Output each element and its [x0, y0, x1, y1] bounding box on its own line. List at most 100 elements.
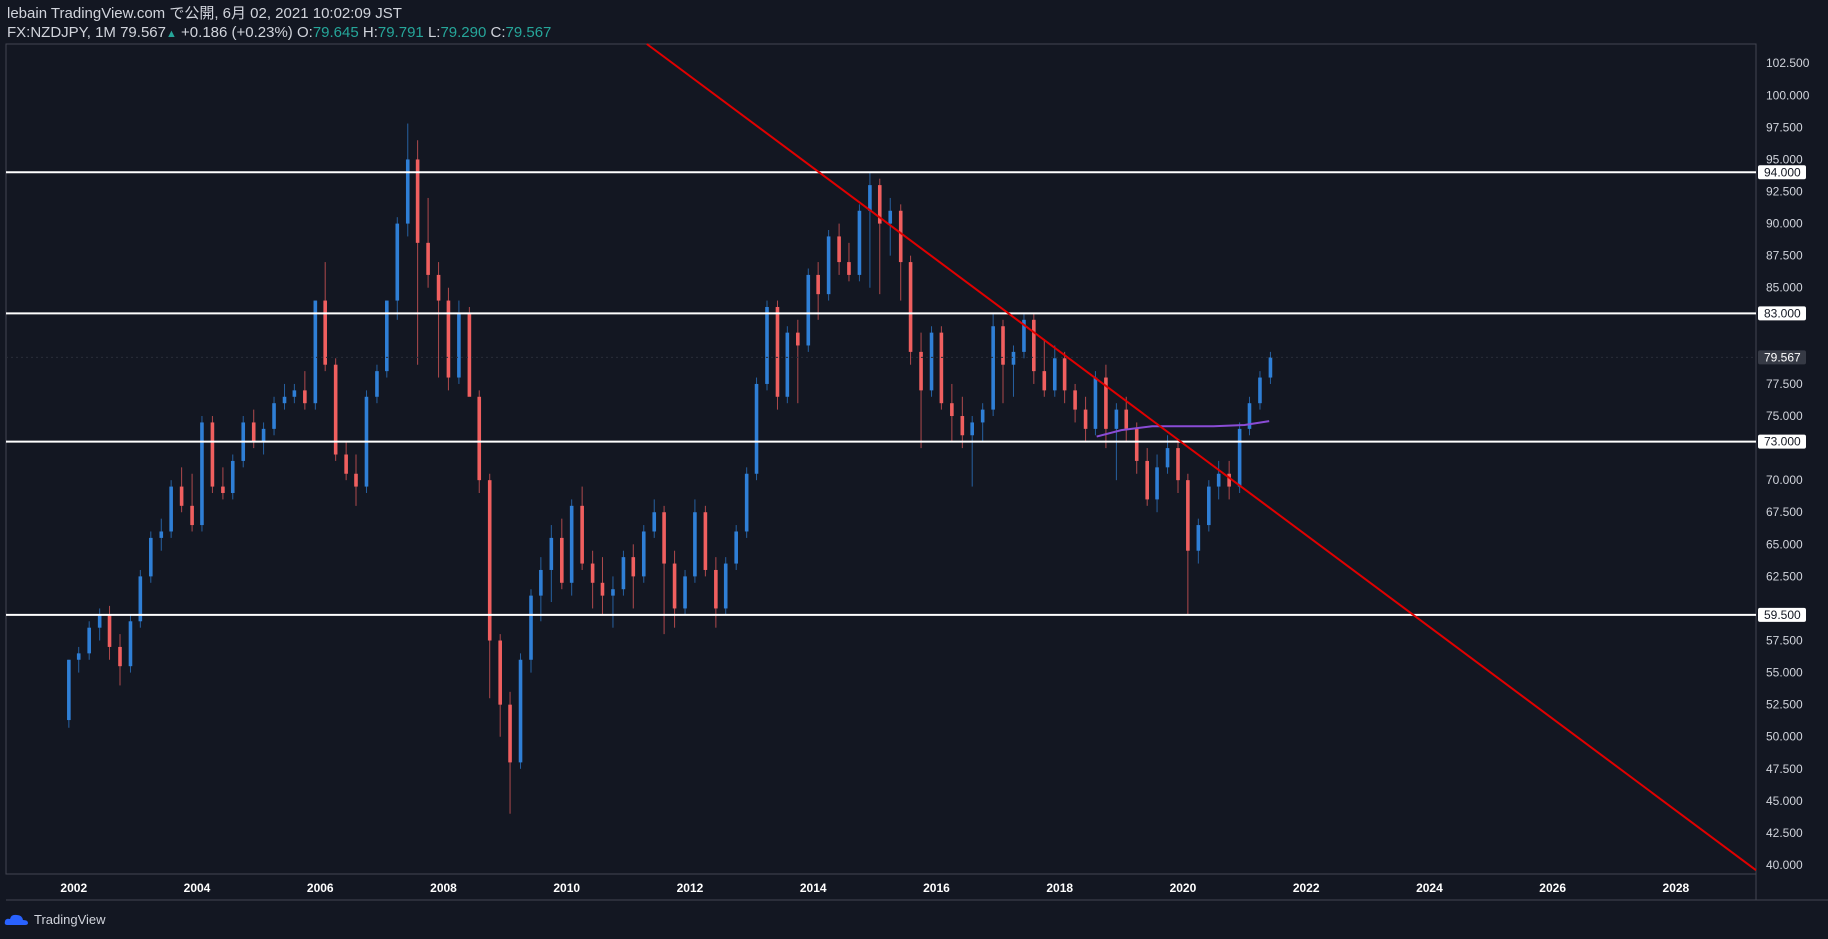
- candle-body: [190, 505, 194, 526]
- candle-body: [1001, 326, 1005, 365]
- candle-body: [744, 473, 749, 532]
- time-tick-label: 2008: [430, 881, 457, 895]
- candle-body: [118, 646, 122, 667]
- candle-body: [1186, 480, 1190, 551]
- candle-body: [857, 210, 862, 275]
- candle-body: [251, 422, 256, 442]
- time-tick-label: 2006: [307, 881, 334, 895]
- candle-body: [950, 403, 954, 417]
- price-tick-label: 92.500: [1766, 185, 1803, 199]
- candle-body: [549, 537, 554, 570]
- time-tick-label: 2026: [1539, 881, 1566, 895]
- candle-body: [765, 306, 769, 384]
- candle-body: [436, 274, 441, 301]
- candle-body: [785, 332, 790, 397]
- price-tick-label: 87.500: [1766, 249, 1803, 263]
- candle-body: [898, 210, 903, 263]
- candle-body: [580, 505, 584, 564]
- time-tick-label: 2004: [184, 881, 211, 895]
- price-tick-label: 50.000: [1766, 730, 1803, 744]
- close-value: 79.567: [505, 24, 552, 41]
- time-tick-label: 2022: [1293, 881, 1320, 895]
- candle-body: [1196, 525, 1201, 551]
- price-tick-label: 67.500: [1766, 505, 1803, 519]
- candle-body: [518, 659, 523, 763]
- price-tick-label: 95.000: [1766, 152, 1803, 166]
- candle-body: [498, 640, 502, 705]
- candle-body: [303, 390, 307, 404]
- price-tick-label: 102.500: [1766, 56, 1810, 70]
- candle-body: [169, 486, 173, 532]
- candle-body: [662, 512, 666, 564]
- publish-info: lebain TradingView.com で公開, 6月 02, 2021 …: [7, 5, 402, 22]
- candle-body: [138, 576, 143, 622]
- candle-body: [179, 486, 184, 506]
- price-axis: 102.500 100.000 97.500 95.000 92.500 90.000 87…: [1766, 56, 1810, 872]
- price-tick-label: 77.500: [1766, 377, 1803, 391]
- candle-body: [128, 621, 133, 667]
- candle-body: [313, 300, 318, 404]
- change-value: +0.186 (+0.23%): [181, 24, 293, 41]
- trendline: [646, 43, 1757, 871]
- last-price-badge-bg: [1758, 350, 1806, 365]
- candle-body: [600, 582, 605, 596]
- candle-body: [446, 300, 451, 378]
- time-tick-label: 2010: [553, 881, 580, 895]
- candle-body: [457, 313, 461, 378]
- last-price: 79.567: [120, 24, 166, 41]
- candle-body: [1207, 486, 1211, 526]
- candle-body: [272, 403, 276, 429]
- candle-body: [590, 563, 595, 583]
- candle-body: [672, 563, 677, 609]
- candle-body: [796, 332, 800, 346]
- candle-body: [200, 422, 204, 526]
- candle-body: [991, 326, 995, 410]
- candle-body: [149, 537, 153, 577]
- candle-body: [714, 569, 718, 609]
- candle-body: [539, 569, 543, 596]
- time-tick-label: 2012: [677, 881, 704, 895]
- candle-body: [1258, 377, 1262, 404]
- candle-body: [611, 589, 615, 596]
- price-badges: 94.000 83.000 73.000 59.500 79.567: [1758, 165, 1806, 622]
- candle-body: [323, 300, 327, 365]
- price-tick-label: 45.000: [1766, 794, 1803, 808]
- price-tick-label: 90.000: [1766, 217, 1803, 231]
- price-tick-label: 42.500: [1766, 826, 1803, 840]
- time-tick-label: 2014: [800, 881, 827, 895]
- candle-body: [67, 659, 71, 721]
- candle-body: [734, 531, 738, 564]
- candle-body: [1165, 448, 1170, 468]
- candle-body: [641, 531, 646, 577]
- candle-body: [631, 557, 636, 577]
- candle-body: [1134, 428, 1139, 461]
- candle-body: [569, 505, 574, 583]
- level-badge-bg: [1758, 306, 1806, 321]
- candle-body: [282, 396, 287, 404]
- footer-brand[interactable]: TradingView: [4, 912, 106, 927]
- price-tick-label: 85.000: [1766, 281, 1803, 295]
- time-tick-label: 2002: [60, 881, 87, 895]
- price-tick-label: 97.500: [1766, 120, 1803, 134]
- low-value: 79.290: [440, 24, 487, 41]
- candle-body: [107, 614, 112, 647]
- candle-body: [970, 422, 974, 436]
- candle-body: [1237, 428, 1242, 487]
- candle-body: [1114, 409, 1119, 429]
- candle-body: [1022, 319, 1026, 352]
- price-tick-label: 40.000: [1766, 858, 1803, 872]
- candle-body: [385, 300, 389, 372]
- tradingview-cloud-icon: [4, 914, 28, 925]
- candle-body: [487, 480, 492, 641]
- candle-body: [1247, 403, 1252, 429]
- candle-body: [1155, 467, 1159, 500]
- candle-body: [560, 537, 564, 583]
- high-value: 79.791: [377, 24, 424, 41]
- candle-body: [1268, 357, 1273, 378]
- moving-average-line: [1096, 420, 1270, 438]
- moving-average-layer: [1096, 420, 1270, 438]
- candle-body: [1227, 473, 1231, 487]
- candle-body: [837, 236, 841, 263]
- candle-body: [847, 262, 851, 275]
